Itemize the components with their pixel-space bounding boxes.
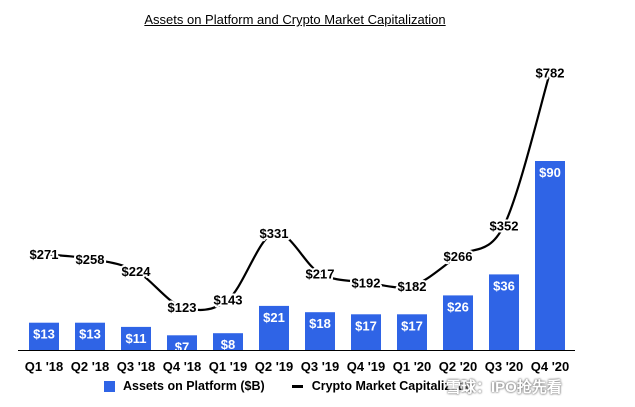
legend-line-label: Crypto Market Capitalizatio (311, 379, 473, 393)
bar (489, 274, 519, 350)
line-value-label: $782 (536, 65, 565, 80)
line-value-label: $217 (306, 266, 335, 281)
bar (75, 322, 105, 350)
bar (29, 322, 59, 350)
line-value-label: $258 (76, 252, 105, 267)
x-tick-label: Q2 '19 (255, 359, 294, 374)
watermark: 雪球：IPO抢先看 (446, 379, 562, 396)
bar (259, 305, 289, 350)
line-value-label: $143 (214, 293, 243, 308)
legend: Assets on Platform ($B) Crypto Market Ca… (104, 379, 473, 393)
bar-value-label: $11 (126, 331, 147, 346)
x-tick-label: Q4 '18 (163, 359, 202, 374)
bar-value-label: $90 (539, 165, 561, 180)
x-tick-label: Q3 '20 (485, 359, 524, 374)
bar (351, 314, 381, 350)
x-tick-label: Q4 '20 (531, 359, 570, 374)
bar (535, 161, 565, 350)
legend-bar-label: Assets on Platform ($B) (123, 379, 265, 393)
bar-value-label: $8 (221, 337, 235, 352)
bar-value-label: $36 (493, 278, 515, 293)
line-value-label: $352 (490, 218, 519, 233)
bar-value-label: $13 (33, 327, 55, 342)
bar (213, 333, 243, 350)
series-line-market-cap (43, 72, 552, 312)
x-tick-label: Q1 '18 (25, 359, 64, 374)
line-value-label: $123 (168, 300, 197, 315)
x-tick-label: Q2 '20 (439, 359, 478, 374)
line-value-label: $182 (398, 279, 427, 294)
bar-value-label: $7 (175, 339, 189, 354)
bar-value-label: $21 (263, 310, 285, 325)
bar-value-label: $17 (355, 318, 377, 333)
bar (397, 314, 427, 350)
line-value-label: $331 (260, 226, 289, 241)
x-tick-label: Q3 '19 (301, 359, 340, 374)
line-value-label: $271 (30, 247, 59, 262)
bar (305, 312, 335, 350)
bar-value-label: $26 (447, 299, 469, 314)
x-tick-label: Q4 '19 (347, 359, 386, 374)
bar (121, 326, 151, 350)
legend-line-swatch (291, 384, 303, 388)
legend-bar-swatch (104, 380, 115, 392)
bar-value-label: $17 (401, 318, 423, 333)
bar-value-label: $13 (79, 327, 101, 342)
x-tick-label: Q2 '18 (71, 359, 110, 374)
bar (167, 335, 197, 350)
chart-title: Assets on Platform and Crypto Market Cap… (144, 12, 446, 27)
x-tick-label: Q1 '20 (393, 359, 432, 374)
line-value-label: $192 (352, 275, 381, 290)
line-value-label: $266 (444, 249, 473, 264)
bar-value-label: $18 (309, 316, 331, 331)
line-value-label: $224 (122, 264, 152, 279)
bar (443, 295, 473, 350)
x-tick-label: Q1 '19 (209, 359, 248, 374)
x-tick-label: Q3 '18 (117, 359, 156, 374)
